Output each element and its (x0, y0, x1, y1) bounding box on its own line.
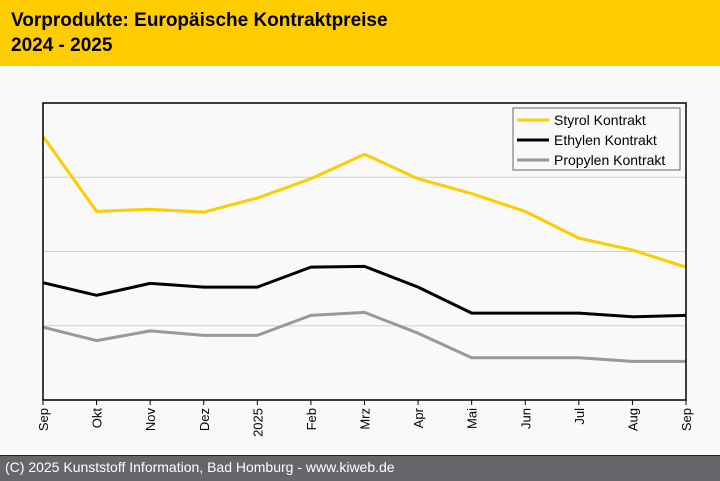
x-tick-label: Aug (625, 408, 640, 431)
legend: Styrol Kontrakt Ethylen Kontrakt Propylen … (513, 108, 680, 170)
x-tick-label: Sep (36, 408, 51, 431)
x-axis-ticks: Sep Okt Nov Dez 2025 Feb Mrz Apr Mai Jun Jul Aug Sep (36, 400, 694, 437)
legend-label: Styrol Kontrakt (554, 112, 646, 128)
x-tick-label: Okt (90, 408, 105, 429)
x-tick-label: Sep (679, 408, 694, 431)
x-tick-label: Dez (197, 408, 212, 431)
x-tick-label: Jul (572, 408, 587, 425)
x-tick-label: Nov (143, 408, 158, 432)
x-tick-label: Jun (518, 408, 533, 429)
x-tick-label: Mai (465, 408, 480, 429)
copyright-text: (C) 2025 Kunststoff Information, Bad Hom… (5, 459, 395, 475)
legend-label: Ethylen Kontrakt (554, 132, 657, 148)
x-tick-label: Apr (411, 407, 426, 428)
x-tick-label: Feb (304, 408, 319, 430)
legend-label: Propylen Kontrakt (554, 152, 665, 168)
x-tick-label: 2025 (250, 408, 265, 437)
footer: (C) 2025 Kunststoff Information, Bad Hom… (0, 455, 720, 481)
x-tick-label: Mrz (358, 408, 373, 430)
